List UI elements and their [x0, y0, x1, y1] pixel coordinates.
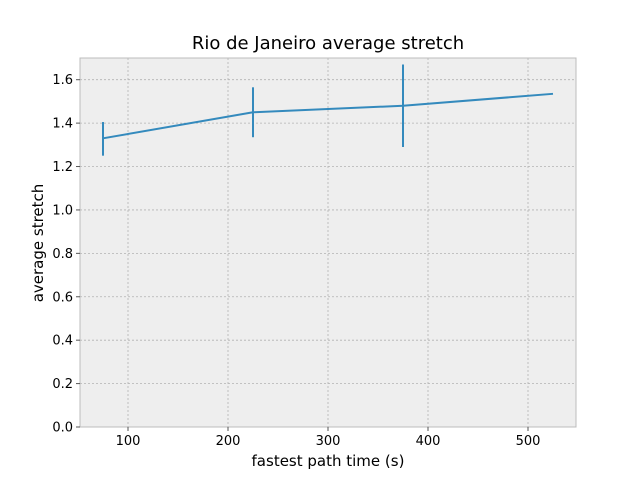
y-tick-label: 1.2	[52, 160, 73, 175]
y-tick-label: 1.0	[52, 203, 73, 218]
x-axis-ticks: 100 200 300 400 500	[116, 427, 541, 449]
y-tick-label: 1.6	[52, 73, 73, 88]
x-tick-label: 100	[116, 434, 141, 449]
x-tick-label: 200	[216, 434, 241, 449]
x-axis-label: fastest path time (s)	[252, 452, 405, 470]
y-tick-label: 0.0	[52, 421, 73, 436]
x-tick-label: 300	[316, 434, 341, 449]
x-tick-label: 500	[516, 434, 541, 449]
x-tick-label: 400	[416, 434, 441, 449]
y-tick-label: 0.2	[52, 377, 73, 392]
y-tick-label: 0.6	[52, 290, 73, 305]
y-tick-label: 0.8	[52, 247, 73, 262]
y-tick-label: 1.4	[52, 117, 73, 132]
y-axis-ticks: 0.0 0.2 0.4 0.6 0.8 1.0 1.2 1.4 1.6	[52, 73, 80, 436]
chart-title: Rio de Janeiro average stretch	[192, 33, 464, 54]
y-axis-label: average stretch	[29, 184, 47, 303]
y-tick-label: 0.4	[52, 334, 73, 349]
series-line	[102, 92, 554, 140]
grid-lines	[80, 58, 576, 428]
